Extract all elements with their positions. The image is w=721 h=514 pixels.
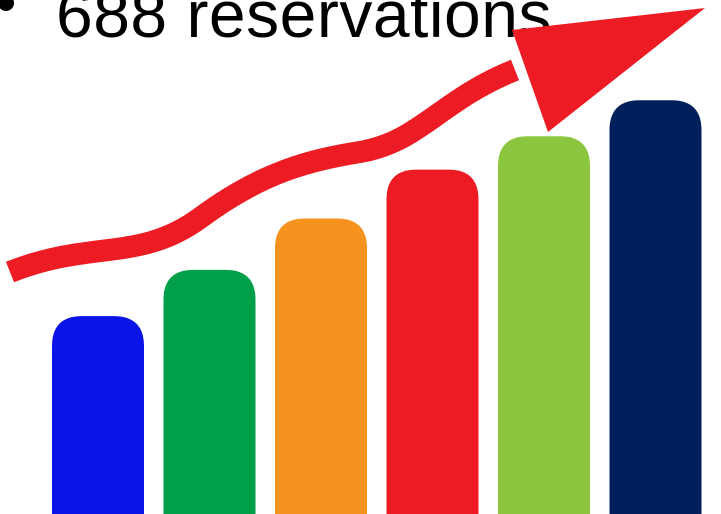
bullet-text: 688 reservations [56,0,552,51]
rising-arrow-icon [5,59,520,283]
bars-group [52,100,702,514]
arrow-head-icon [512,8,705,132]
bar-5 [498,136,590,514]
bar-3 [275,218,367,514]
bullet-dot-icon [0,0,14,11]
bar-6 [609,100,702,514]
bar-1 [52,316,144,514]
bar-2 [163,269,256,514]
bar-4 [386,169,479,514]
